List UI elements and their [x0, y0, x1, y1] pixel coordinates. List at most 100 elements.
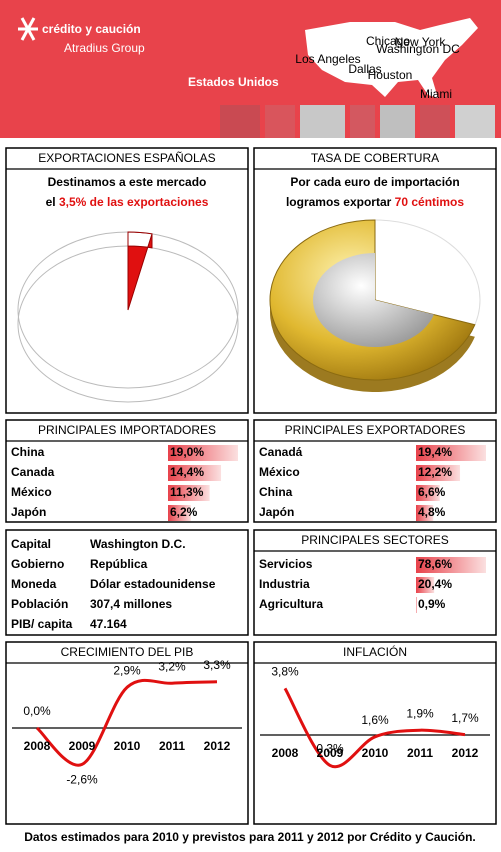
value-label: 2,9%	[113, 664, 141, 678]
fact-value: Dólar estadounidense	[90, 577, 216, 591]
headline: logramos exportar 70 céntimos	[286, 195, 464, 209]
city-label: New York	[395, 35, 447, 49]
bar	[416, 465, 461, 481]
city-label: Dallas	[348, 62, 381, 76]
value-label: 3,3%	[203, 658, 231, 672]
row-label: Canadá	[259, 445, 303, 459]
panel	[5, 147, 249, 414]
bar-label: 12,2%	[418, 465, 452, 479]
value-label: 3,8%	[271, 665, 299, 679]
bar	[416, 597, 417, 613]
year-label: 2011	[407, 746, 433, 760]
bar	[168, 505, 191, 521]
bar	[416, 445, 486, 461]
headline-highlight: 70 céntimos	[395, 195, 465, 209]
panel-title: PRINCIPALES SECTORES	[301, 533, 449, 547]
fact-value: Washington D.C.	[90, 537, 186, 551]
bar	[416, 557, 486, 573]
footer: Datos estimados para 2010 y previstos pa…	[24, 830, 476, 844]
fact-label: PIB/ capita	[11, 617, 73, 631]
bar-label: 4,8%	[418, 505, 446, 519]
headline-highlight: 3,5% de las exportaciones	[59, 195, 209, 209]
line	[35, 678, 218, 767]
year-label: 2011	[159, 739, 185, 753]
value-label: 0,3%	[316, 742, 344, 756]
row-label: México	[11, 485, 52, 499]
headline-part: logramos exportar	[286, 195, 392, 209]
row-label: Japón	[259, 505, 294, 519]
bar-label: 6,2%	[170, 505, 198, 519]
bar-label: 78,6%	[418, 557, 452, 571]
year-label: 2012	[452, 746, 479, 760]
row-label: China	[259, 485, 293, 499]
row-label: China	[11, 445, 45, 459]
group: Atradius Group	[64, 41, 145, 55]
value-label: 0,0%	[23, 704, 51, 718]
headline: Por cada euro de importación	[290, 175, 459, 189]
map	[305, 18, 478, 98]
header-blocks	[220, 105, 495, 138]
row-label: Servicios	[259, 557, 313, 571]
fact-value: 307,4 millones	[90, 597, 172, 611]
bar-label: 20,4%	[418, 577, 452, 591]
value-label: 1,6%	[361, 713, 389, 727]
pie-slice	[127, 231, 153, 311]
value-label: 1,7%	[451, 711, 479, 725]
panel-title: INFLACIÓN	[343, 644, 407, 659]
row-label: Industria	[259, 577, 310, 591]
bar	[416, 577, 435, 593]
year-label: 2008	[24, 739, 51, 753]
coin-center	[313, 253, 434, 347]
year-label: 2009	[317, 746, 344, 760]
year-label: 2010	[362, 746, 389, 760]
fact-label: Moneda	[11, 577, 57, 591]
value-label: 1,9%	[406, 706, 434, 720]
value-label: 3,2%	[158, 659, 186, 673]
fact-value: República	[90, 557, 148, 571]
panel-title: TASA DE COBERTURA	[311, 151, 439, 165]
bar-label: 19,0%	[170, 445, 204, 459]
line	[283, 687, 466, 769]
bar	[416, 505, 434, 521]
country: Estados Unidos	[188, 75, 279, 89]
fact-label: Población	[11, 597, 68, 611]
bar-label: 14,4%	[170, 465, 204, 479]
bar	[168, 465, 222, 481]
headline: Destinamos a este mercado	[48, 175, 207, 189]
brand: crédito y caución	[42, 22, 141, 36]
city-label: Washington DC	[376, 42, 460, 56]
bar	[168, 445, 238, 461]
bar-label: 0,9%	[418, 597, 446, 611]
panel-title: CRECIMIENTO DEL PIB	[61, 645, 194, 659]
row-label: Japón	[11, 505, 46, 519]
city-label: Los Angeles	[295, 52, 360, 66]
fact-value: 47.164	[90, 617, 127, 631]
panel	[253, 529, 497, 636]
fact-label: Capital	[11, 537, 51, 551]
headline-part: el	[46, 195, 56, 209]
city-label: Houston	[368, 68, 413, 82]
panel-title: PRINCIPALES IMPORTADORES	[38, 423, 216, 437]
city-label: Chicago	[366, 34, 410, 48]
headline: el 3,5% de las exportaciones	[46, 195, 209, 209]
panel-title: PRINCIPALES EXPORTADORES	[285, 423, 466, 437]
fact-label: Gobierno	[11, 557, 64, 571]
year-label: 2010	[114, 739, 141, 753]
bar-label: 19,4%	[418, 445, 452, 459]
year-label: 2009	[69, 739, 96, 753]
year-label: 2012	[204, 739, 231, 753]
bar-label: 6,6%	[418, 485, 446, 499]
value-label: -2,6%	[66, 773, 98, 787]
bar-label: 11,3%	[170, 485, 204, 499]
row-label: México	[259, 465, 300, 479]
row-label: Canada	[11, 465, 55, 479]
panel	[5, 641, 249, 825]
logo-mark	[18, 17, 38, 41]
city-label: Miami	[420, 87, 452, 101]
row-label: Agricultura	[259, 597, 323, 611]
panel-title: EXPORTACIONES ESPAÑOLAS	[38, 151, 215, 165]
bar	[168, 485, 210, 501]
bar	[416, 485, 440, 501]
year-label: 2008	[272, 746, 299, 760]
